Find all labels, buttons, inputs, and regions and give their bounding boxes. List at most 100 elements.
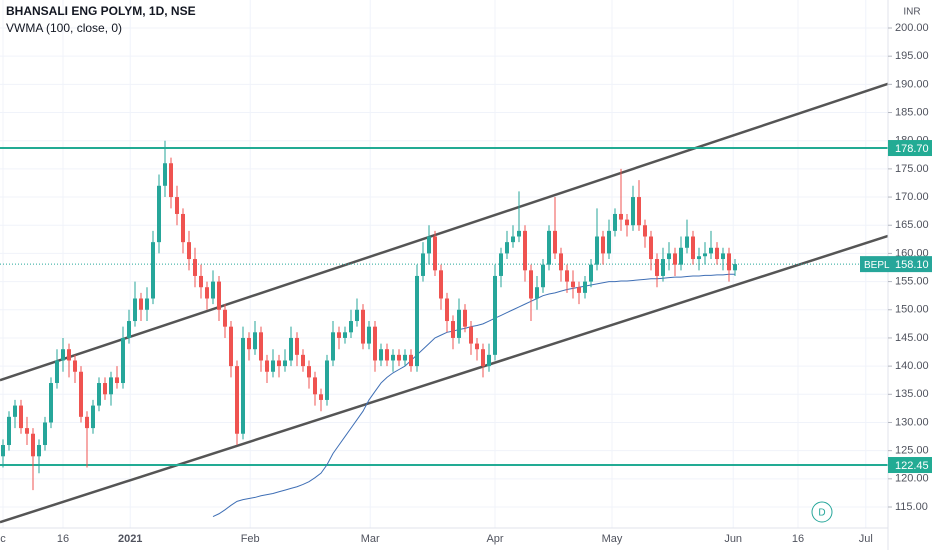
candle-body bbox=[409, 354, 413, 367]
candle-body bbox=[481, 349, 485, 367]
y-tick-label: 190.00 bbox=[895, 78, 929, 90]
candle-body bbox=[13, 405, 17, 417]
candle-body bbox=[421, 253, 425, 276]
candle-body bbox=[709, 247, 713, 254]
candle-body bbox=[535, 287, 539, 299]
y-tick-label: 150.00 bbox=[895, 304, 929, 316]
candle-body bbox=[541, 264, 545, 288]
candle-body bbox=[619, 213, 623, 220]
candle-body bbox=[715, 247, 719, 260]
candle-body bbox=[511, 236, 515, 243]
candle-body bbox=[217, 281, 221, 310]
candle-body bbox=[223, 309, 227, 327]
chart-title: BHANSALI ENG POLYM, 1D, NSE bbox=[6, 4, 196, 18]
candle-body bbox=[469, 326, 473, 344]
candle-body bbox=[73, 360, 77, 372]
candle-body bbox=[97, 383, 101, 406]
candle-body bbox=[487, 354, 491, 367]
candle-body bbox=[613, 213, 617, 231]
candle-body bbox=[391, 354, 395, 361]
trend-line bbox=[0, 82, 888, 382]
candle-body bbox=[157, 185, 161, 243]
candle-body bbox=[145, 298, 149, 310]
currency-label: INR bbox=[903, 7, 920, 18]
candle-body bbox=[37, 445, 41, 457]
candle-body bbox=[25, 428, 29, 434]
y-tick-label: 195.00 bbox=[895, 50, 929, 62]
candle-body bbox=[721, 253, 725, 260]
candle-body bbox=[1, 445, 5, 457]
candle-body bbox=[445, 298, 449, 322]
x-tick-label: 16 bbox=[57, 533, 69, 545]
candle-body bbox=[85, 416, 89, 429]
candle-body bbox=[571, 281, 575, 288]
candle-body bbox=[517, 230, 521, 237]
dividend-badge[interactable] bbox=[811, 501, 833, 523]
last-price-label: 158.10 bbox=[895, 259, 929, 271]
candle-body bbox=[169, 163, 173, 198]
candle-body bbox=[205, 287, 209, 299]
candle-body bbox=[529, 270, 533, 299]
candle-body bbox=[565, 270, 569, 282]
x-tick-label: Jun bbox=[724, 533, 742, 545]
candle-body bbox=[367, 326, 371, 344]
candle-body bbox=[397, 354, 401, 361]
candle-body bbox=[415, 275, 419, 367]
candle-body bbox=[307, 366, 311, 378]
y-tick-label: 115.00 bbox=[895, 501, 928, 513]
candle-body bbox=[637, 197, 641, 226]
candle-body bbox=[193, 259, 197, 276]
candle-body bbox=[199, 275, 203, 288]
candle-body bbox=[7, 416, 11, 446]
candle-body bbox=[319, 394, 323, 400]
y-tick-label: 175.00 bbox=[895, 163, 929, 175]
candle-body bbox=[31, 433, 35, 457]
candle-body bbox=[595, 236, 599, 265]
candle-body bbox=[655, 259, 659, 276]
candle-body bbox=[625, 219, 629, 226]
dividend-badge-label[interactable]: D bbox=[818, 508, 825, 519]
candle-body bbox=[673, 253, 677, 265]
candle-body bbox=[259, 332, 263, 361]
candle-body bbox=[727, 253, 731, 271]
candle-body bbox=[547, 230, 551, 265]
candle-body bbox=[235, 366, 239, 434]
candle-body bbox=[103, 383, 107, 395]
x-tick-label: Feb bbox=[241, 533, 260, 545]
candle-body bbox=[361, 309, 365, 344]
y-tick-label: 135.00 bbox=[895, 388, 929, 400]
x-tick-label: May bbox=[602, 533, 623, 545]
candle-body bbox=[67, 349, 71, 361]
candle-body bbox=[493, 275, 497, 355]
x-tick-label: Mar bbox=[361, 533, 380, 545]
candle-body bbox=[211, 281, 215, 299]
candle-body bbox=[373, 326, 377, 361]
candle-body bbox=[61, 349, 65, 361]
candle-body bbox=[505, 242, 509, 254]
trend-line bbox=[0, 234, 888, 524]
candle-body bbox=[559, 253, 563, 271]
candle-body bbox=[253, 332, 257, 350]
x-tick-label: Jul bbox=[859, 533, 873, 545]
candle-body bbox=[55, 360, 59, 384]
candle-body bbox=[691, 236, 695, 260]
candle-body bbox=[577, 287, 581, 293]
level-label-box bbox=[888, 457, 932, 474]
candle-body bbox=[601, 236, 605, 254]
candle-body bbox=[181, 213, 185, 243]
candle-body bbox=[19, 405, 23, 429]
candle-body bbox=[679, 247, 683, 265]
level-label-box bbox=[888, 140, 932, 157]
y-tick-label: 185.00 bbox=[895, 106, 929, 118]
candle-body bbox=[115, 377, 119, 384]
candle-body bbox=[631, 197, 635, 226]
candle-body bbox=[187, 242, 191, 260]
candle-body bbox=[139, 298, 143, 310]
candle-body bbox=[109, 377, 113, 395]
candle-body bbox=[121, 337, 125, 384]
candle-body bbox=[355, 309, 359, 322]
candle-body bbox=[127, 321, 131, 338]
candle-body bbox=[385, 349, 389, 361]
